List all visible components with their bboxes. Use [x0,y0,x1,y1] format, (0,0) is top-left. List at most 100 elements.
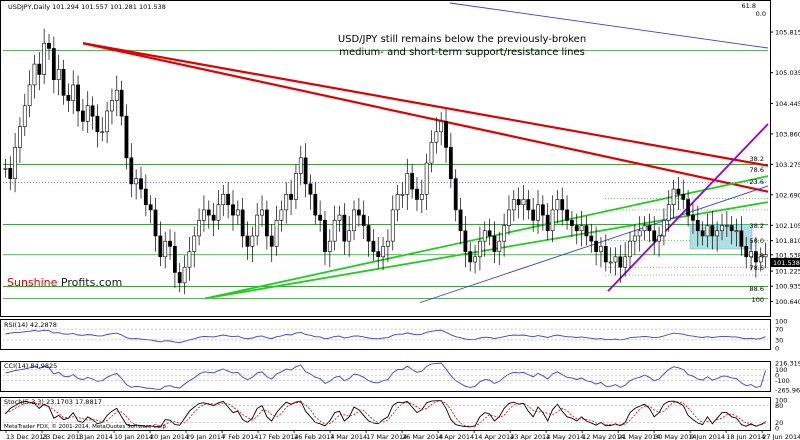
indicators-layer: 10070300216.31991000-100-265.96761008020… [3,318,800,433]
candle-body [245,235,250,247]
candle-body [110,100,114,112]
candle-body [536,204,540,221]
y-tick-label: 102.105 [775,222,800,230]
candle-body [148,204,153,211]
candle-body [657,235,661,242]
fib-level-label: 61.8 [742,2,756,10]
static-layer: 106.620105.815105.035104.445103.860103.2… [3,2,800,440]
candle-body [202,209,206,221]
candle-body [71,84,76,101]
candle-body [729,225,734,232]
stoch-title: Stoch(5,3,3) 23.1703 17.8817 [4,398,102,406]
candle-body [342,214,347,242]
candle-body [589,235,594,242]
candle-body [284,193,289,211]
candle-body [318,214,323,221]
candle-body [119,89,124,117]
candle-body [177,272,182,284]
candle-body [763,254,768,258]
annotation-line-1: USD/JPY still remains below the previous… [338,34,586,45]
candle-body [8,167,13,179]
cci-line [5,362,767,390]
x-tick-label: 20 Jan 2014 [150,433,189,440]
x-tick-label: 17 Feb 2014 [258,433,298,440]
candle-body [545,214,550,232]
candle-body [158,235,163,258]
y-tick-label: 101.225 [775,268,800,276]
y-tick-label: 101.810 [775,237,800,245]
candle-body [56,68,61,81]
candle-body [260,209,264,216]
candle-body [192,235,197,252]
candle-body [124,115,129,159]
candle-body [211,214,216,221]
candle-body [453,178,458,211]
candle-body [279,209,284,221]
x-tick-label: 7 Feb 2014 [222,433,258,440]
candle-body [749,251,753,258]
candle-body [76,84,80,112]
y-tick-label: 105.035 [775,69,800,77]
candle-body [386,240,390,247]
candle-body [371,240,376,252]
candle-body [3,167,8,170]
candle-body [197,220,201,237]
candle-body [579,225,584,232]
candle-body [42,42,47,75]
rsi-panel-frame [0,319,771,350]
candle-body [352,209,356,232]
candle-body [376,251,381,258]
stoch-y-label: 100 [775,397,787,405]
symbol-header: USDJPY,Daily 101.294 101.557 101.281 101… [8,3,166,11]
candle-body [540,204,545,216]
candle-body [356,209,361,216]
candle-body [758,256,763,263]
rsi-y-label: 70 [775,326,783,334]
red-resistance-line-2 [82,42,769,167]
rsi-y-label: 30 [775,336,783,344]
candle-body [361,214,366,226]
x-tick-label: 1 Jan 2014 [78,433,113,440]
y-tick-label: 105.815 [775,29,800,37]
stoch-main-line [5,400,766,428]
candle-body [739,230,744,247]
candle-body [521,199,526,206]
candle-body [647,225,652,232]
candle-body [216,204,221,221]
candle-body [308,183,313,195]
candle-body [753,251,758,263]
candle-body [323,220,327,252]
x-tick-label: 29 Jan 2014 [186,433,225,440]
candle-body [531,209,536,221]
candle-body [172,246,177,273]
candle-body [744,246,749,258]
candle-body [429,141,434,164]
candle-body [584,225,589,237]
candle-body [695,220,700,232]
candle-body [700,230,705,237]
candle-body [27,84,32,107]
fib-level-label: 38.2 [750,222,764,230]
candle-body [444,121,448,148]
candle-body [381,246,385,258]
green-support-line-2 [204,201,769,300]
candle-body [555,199,560,211]
candle-body [666,204,671,221]
x-tick-label: 14 Apr 2014 [474,433,514,440]
candle-body [80,110,85,122]
candle-body [613,256,618,263]
candle-body [163,240,168,258]
candle-body [139,178,143,190]
candle-body [298,157,303,174]
candle-body [143,188,148,206]
candle-body [652,230,657,242]
candle-body [424,162,429,195]
candle-body [100,131,105,134]
rsi-y-label: 0 [775,345,779,353]
candle-body [662,220,666,237]
candle-body [463,230,468,252]
fib-level-label: 0.0 [756,10,766,18]
candle-body [410,173,415,190]
cci-panel-frame [0,361,771,392]
red-resistance-line [82,42,769,193]
